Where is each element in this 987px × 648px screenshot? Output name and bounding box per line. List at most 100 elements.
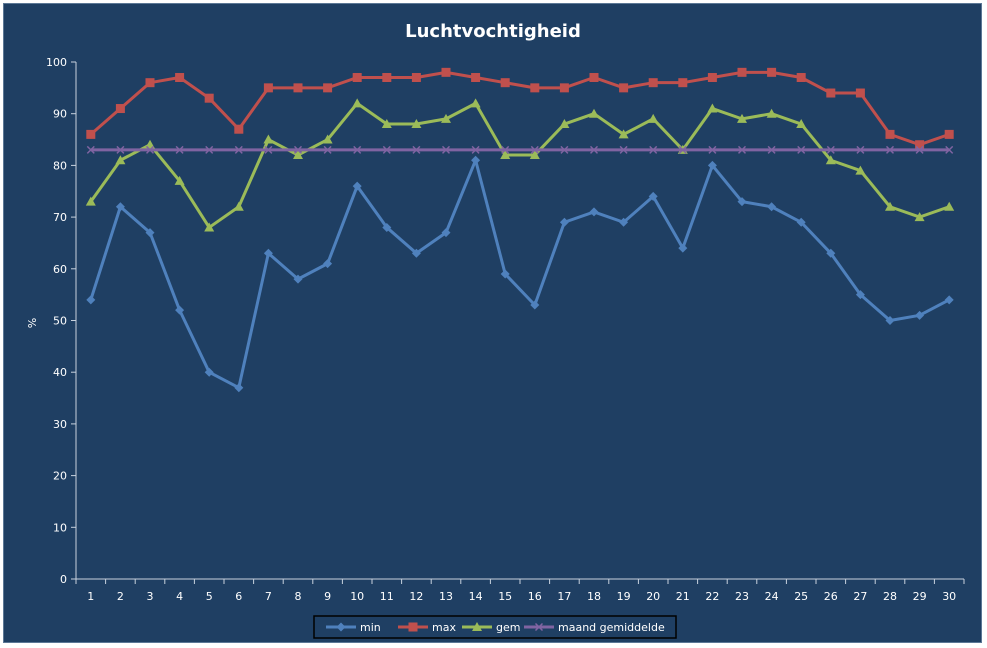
legend-label: min	[360, 621, 381, 634]
y-tick-label: 40	[53, 366, 67, 379]
series-max	[86, 67, 954, 150]
data-point-maand-gemiddelde	[619, 145, 628, 154]
data-point-gem	[737, 113, 747, 123]
data-point-min	[559, 217, 569, 227]
series-gem	[85, 98, 955, 232]
data-point-gem	[648, 113, 659, 123]
data-point-max	[707, 73, 717, 83]
data-point-gem	[618, 129, 629, 139]
data-point-max	[619, 83, 629, 93]
data-point-maand-gemiddelde	[353, 145, 362, 154]
data-point-gem	[174, 175, 185, 185]
data-point-maand-gemiddelde	[323, 145, 332, 154]
data-point-gem	[559, 119, 570, 129]
series-line-max	[89, 70, 950, 147]
data-point-maand-gemiddelde	[767, 145, 776, 154]
x-tick-label: 16	[528, 590, 542, 603]
data-point-max	[234, 124, 244, 134]
data-point-max	[826, 88, 836, 98]
data-point-min	[145, 228, 155, 238]
data-point-max	[175, 73, 185, 83]
y-tick-label: 60	[53, 263, 67, 276]
data-point-gem	[293, 150, 303, 160]
data-point-maand-gemiddelde	[885, 145, 895, 154]
x-tick-label: 28	[883, 590, 897, 603]
x-tick-label: 26	[824, 590, 838, 603]
y-axis-label: %	[26, 318, 39, 328]
data-point-min	[500, 269, 510, 279]
data-point-maand-gemiddelde	[915, 145, 924, 154]
x-tick-label: 22	[705, 590, 719, 603]
data-point-maand-gemiddelde	[826, 145, 835, 154]
data-point-max	[500, 78, 510, 88]
legend-box	[313, 615, 677, 639]
data-point-max	[441, 67, 451, 77]
data-point-min	[175, 305, 185, 315]
data-point-maand-gemiddelde	[678, 145, 687, 154]
data-point-gem	[470, 98, 481, 108]
series-maand-gemiddelde	[86, 145, 954, 154]
data-point-max	[145, 78, 155, 88]
data-point-max	[855, 88, 865, 98]
series-line-min	[89, 158, 950, 390]
data-point-gem	[381, 119, 392, 129]
data-point-max	[678, 78, 688, 88]
x-tick-label: 14	[469, 590, 483, 603]
data-point-min	[234, 383, 244, 393]
data-point-gem	[944, 201, 955, 211]
legend-item-max: max	[398, 621, 456, 634]
x-tick-label: 8	[295, 590, 302, 603]
data-point-maand-gemiddelde	[737, 145, 747, 154]
data-point-gem	[707, 103, 718, 113]
data-point-min	[86, 295, 96, 305]
data-point-gem	[233, 201, 244, 211]
y-tick-labels: 0 10 20 30 40 50 60 70 80 90 100	[46, 56, 76, 586]
data-point-min	[855, 290, 865, 300]
legend: min max gem maand gemiddelde	[313, 615, 677, 639]
data-point-min	[115, 202, 125, 212]
legend-item-gem: gem	[462, 621, 520, 634]
data-point-min	[648, 191, 658, 201]
data-point-max	[263, 83, 273, 93]
line-chart: Luchtvochtigheid % 0 10 20 30 40 50 60 70 80 90 10…	[26, 21, 965, 639]
legend-marker	[408, 622, 418, 632]
y-tick-label: 0	[60, 573, 67, 586]
x-tick-label: 5	[206, 590, 213, 603]
data-point-max	[796, 73, 806, 83]
data-point-min	[826, 248, 836, 258]
data-point-maand-gemiddelde	[708, 145, 717, 154]
data-point-min	[589, 207, 599, 217]
data-point-gem	[500, 150, 511, 160]
data-point-max	[915, 140, 925, 150]
data-point-gem	[529, 150, 540, 160]
data-point-min	[619, 217, 629, 227]
data-point-min	[737, 197, 747, 207]
x-tick-label: 15	[498, 590, 512, 603]
data-point-gem	[796, 119, 807, 129]
x-tick-label: 3	[147, 590, 154, 603]
x-tick-label: 29	[913, 590, 927, 603]
series-group	[85, 67, 955, 393]
data-point-gem	[589, 108, 599, 118]
data-point-maand-gemiddelde	[441, 145, 451, 154]
x-tick-label: 9	[324, 590, 331, 603]
data-point-max	[589, 73, 599, 83]
data-point-gem	[441, 113, 451, 123]
y-tick-label: 90	[53, 108, 67, 121]
data-point-max	[767, 67, 777, 77]
x-tick-label: 30	[942, 590, 956, 603]
data-point-gem	[855, 165, 866, 175]
data-point-maand-gemiddelde	[945, 145, 954, 154]
data-point-min	[707, 160, 717, 170]
data-point-maand-gemiddelde	[560, 145, 569, 154]
data-point-maand-gemiddelde	[116, 145, 125, 154]
data-point-gem	[115, 155, 126, 165]
data-point-gem	[204, 222, 215, 232]
x-tick-label: 2	[117, 590, 124, 603]
x-tick-label: 25	[794, 590, 808, 603]
legend-item-min: min	[326, 621, 381, 634]
legend-marker	[336, 622, 346, 632]
data-point-gem	[263, 134, 274, 144]
data-point-max	[411, 73, 421, 83]
data-point-max	[530, 83, 540, 93]
